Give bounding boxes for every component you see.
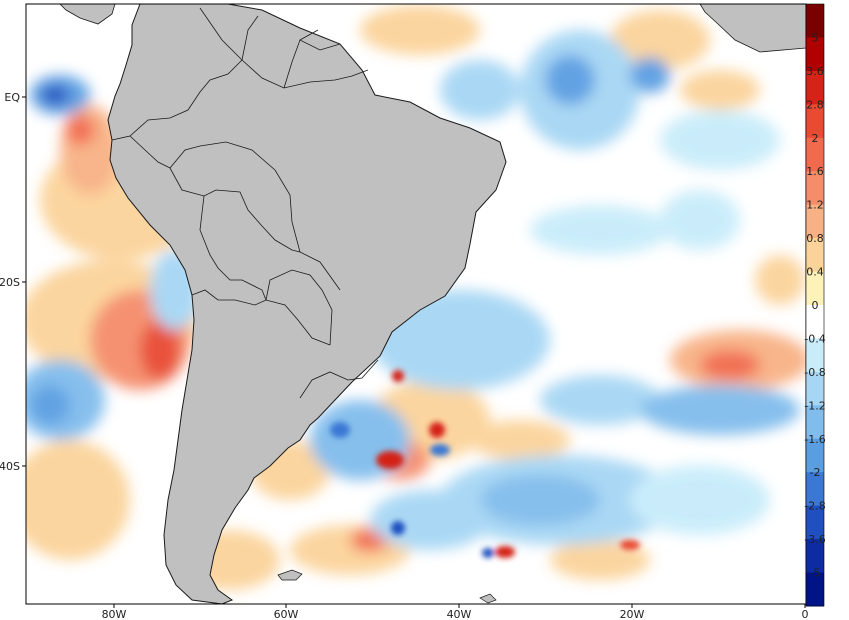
lat-tick-label: 20S <box>0 276 20 289</box>
warm-anomaly-patch <box>26 440 130 560</box>
colorbar-swatch <box>806 238 824 273</box>
warm-anomaly-patch <box>755 255 805 305</box>
warm-anomaly-patch <box>550 540 650 580</box>
south-america-landmass <box>107 4 507 604</box>
colorbar-label: 3.6 <box>806 65 824 78</box>
colorbar-label: -0.8 <box>804 366 825 379</box>
colorbar-swatch <box>806 204 824 239</box>
cool-anomaly-patch <box>660 190 740 250</box>
cool-anomaly-patch <box>630 465 770 535</box>
colorbar-label: -0.4 <box>804 332 825 345</box>
colorbar-label: 0.4 <box>806 266 824 279</box>
warm-anomaly-patch <box>65 115 95 145</box>
cool-anomaly-patch <box>370 290 550 390</box>
africa-landmass <box>699 4 806 53</box>
lon-tick-label: 0 <box>802 608 809 620</box>
colorbar-label: 0 <box>812 299 819 312</box>
lon-tick-label: 80W <box>102 608 127 620</box>
cool-anomaly-patch <box>530 205 670 255</box>
lon-tick-label: 40W <box>447 608 472 620</box>
cool-anomaly-patch <box>630 57 670 93</box>
colorbar-label: -1.2 <box>804 399 825 412</box>
colorbar-label: -1.6 <box>804 433 825 446</box>
south-georgia-island <box>479 593 497 604</box>
colorbar-swatch <box>806 572 824 607</box>
colorbar-swatch <box>806 438 824 473</box>
lat-tick-label: 40S <box>0 460 20 473</box>
strong-warm-spot <box>429 422 445 438</box>
strong-cool-spot <box>391 521 405 535</box>
colorbar-label: -5 <box>810 567 821 580</box>
strong-warm-spot <box>376 451 404 469</box>
colorbar-label: -2.8 <box>804 500 825 513</box>
warm-anomaly-patch <box>470 420 570 460</box>
strong-warm-spot <box>495 546 515 558</box>
cool-anomaly-patch <box>660 110 780 170</box>
cool-anomaly-patch <box>545 55 595 105</box>
strong-cool-spot <box>482 548 494 558</box>
colorbar-swatch <box>806 137 824 172</box>
strong-cool-spot <box>330 422 350 438</box>
colorbar-swatch <box>806 37 824 72</box>
lon-tick-label: 60W <box>274 608 299 620</box>
colorbar-swatch <box>806 271 824 306</box>
cool-anomaly-patch <box>440 60 520 120</box>
warm-anomaly-patch <box>140 320 180 380</box>
strong-warm-spot <box>392 370 404 382</box>
anomaly-field <box>26 4 806 604</box>
strong-warm-spot <box>620 540 640 550</box>
colorbar-frame <box>805 3 825 607</box>
cool-anomaly-patch <box>640 385 800 435</box>
cool-anomaly-patch <box>30 385 70 425</box>
colorbar-swatch <box>806 472 824 507</box>
warm-anomaly-patch <box>680 70 760 110</box>
colorbar-swatch <box>806 70 824 105</box>
colorbar-swatch <box>806 405 824 440</box>
falkland-islands <box>277 569 303 581</box>
colorbar-label: 1.6 <box>806 165 824 178</box>
warm-anomaly-patch <box>360 5 480 55</box>
warm-anomaly-patch <box>700 350 760 380</box>
cool-anomaly-patch <box>41 85 69 105</box>
colorbar-label: 5 <box>812 31 819 44</box>
colorbar-swatch <box>806 371 824 406</box>
central-america-landmass <box>59 4 116 25</box>
latitude-axis: EQ 20S 40S <box>0 91 26 473</box>
warm-anomaly-patch <box>610 10 710 70</box>
colorbar-label: -2 <box>810 466 821 479</box>
colorbar-label: 2 <box>812 132 819 145</box>
strong-cool-spot <box>430 444 450 456</box>
colorbar-swatch <box>806 171 824 206</box>
cool-anomaly-patch <box>370 490 490 550</box>
colorbar-swatch <box>806 505 824 540</box>
colorbar-label: 2.8 <box>806 98 824 111</box>
longitude-axis: 80W 60W 40W 20W 0 <box>102 604 809 620</box>
cool-anomaly-patch <box>480 475 600 525</box>
colorbar-swatch <box>806 338 824 373</box>
colorbar-swatch <box>806 104 824 139</box>
colorbar: 5 3.6 2.8 2 1.6 1.2 0.8 0.4 0 -0.4 -0.8 -1.2 -1.6 -2 -… <box>804 3 826 607</box>
lon-tick-label: 20W <box>620 608 645 620</box>
colorbar-swatch <box>806 305 824 339</box>
colorbar-label: 1.2 <box>806 199 824 212</box>
colorbar-label: 0.8 <box>806 232 824 245</box>
country-borders <box>111 7 379 399</box>
colorbar-label: -3.6 <box>804 533 825 546</box>
colorbar-swatch <box>806 539 824 574</box>
cool-anomaly-patch <box>540 375 660 425</box>
lat-tick-label: EQ <box>4 91 20 104</box>
colorbar-swatch <box>806 4 824 38</box>
